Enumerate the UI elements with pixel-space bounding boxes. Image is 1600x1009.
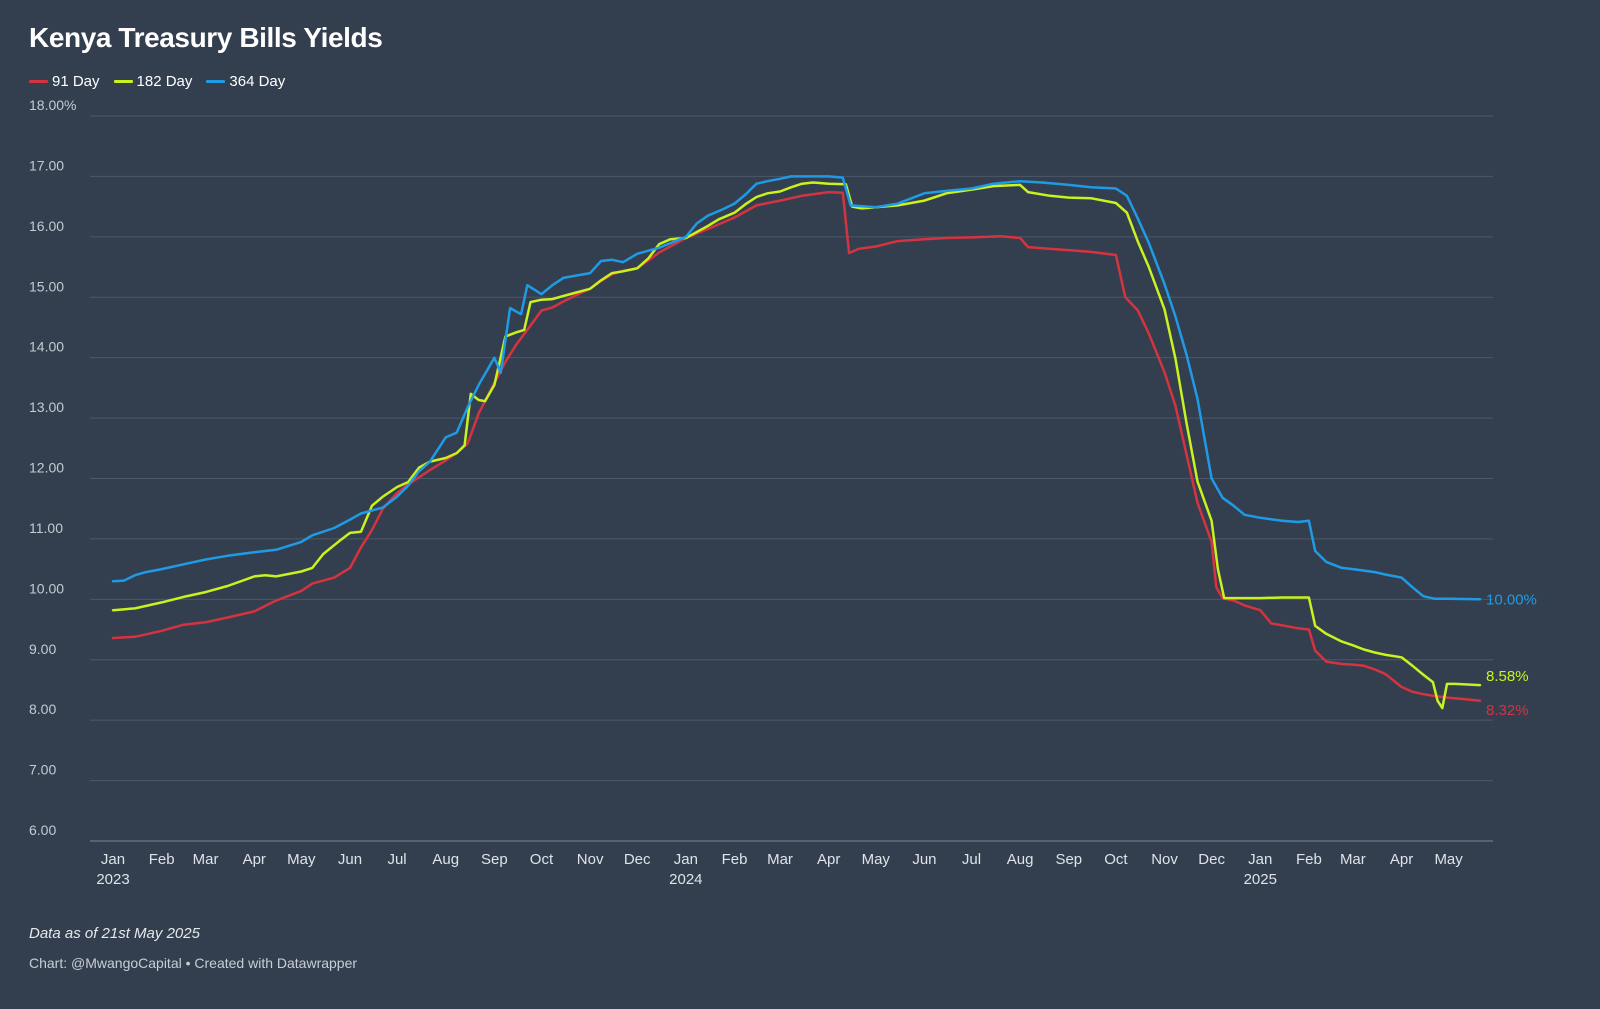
x-tick-label: Oct (1104, 851, 1128, 868)
x-tick-label: Nov (1151, 851, 1178, 868)
data-date-note: Data as of 21st May 2025 (29, 925, 200, 942)
x-tick-label: Jul (962, 851, 981, 868)
y-tick-label: 14.00 (29, 339, 64, 355)
legend-swatch (206, 80, 226, 83)
legend-label: 91 Day (52, 73, 100, 90)
chart-legend: 91 Day 182 Day 364 Day (29, 73, 285, 90)
x-tick-label: May (862, 851, 891, 868)
y-tick-label: 11.00 (29, 520, 63, 536)
y-tick-label: 7.00 (29, 762, 56, 778)
x-tick-label: Dec (1198, 851, 1225, 868)
x-tick-label: Sep (481, 851, 508, 868)
y-tick-label: 18.00% (29, 97, 76, 113)
legend-swatch (29, 80, 48, 83)
y-tick-label: 13.00 (29, 399, 64, 415)
x-tick-label: Apr (243, 851, 266, 868)
x-tick-label: Sep (1055, 851, 1082, 868)
x-tick-label: May (1434, 851, 1463, 868)
x-tick-label: Feb (722, 851, 748, 868)
x-tick-year-label: 2024 (669, 871, 702, 888)
series-lines (111, 175, 1482, 710)
x-tick-label: Jan (674, 851, 698, 868)
x-tick-label: Mar (767, 851, 793, 868)
legend-swatch (113, 80, 133, 83)
legend-item: 182 Day (113, 73, 193, 90)
legend-label: 182 Day (136, 73, 193, 90)
x-tick-label: Aug (432, 851, 459, 868)
x-tick-label: Mar (193, 851, 219, 868)
series-end-label: 10.00% (1486, 591, 1537, 608)
x-tick-label: Feb (1296, 851, 1322, 868)
x-axis-tick-labels: Jan 2023 Feb Mar Apr May Jun Jul Aug Sep Oct Nov Dec… (96, 851, 1463, 888)
legend-item: 91 Day (29, 73, 100, 90)
x-tick-label: Oct (530, 851, 554, 868)
x-tick-year-label: 2025 (1244, 871, 1277, 888)
series-line-364-day (111, 175, 1482, 601)
line-chart: 6.00 7.00 8.00 9.00 10.00 11.00 12.00 13.00 14.0… (29, 97, 1537, 888)
x-tick-label: Jul (387, 851, 406, 868)
x-tick-label: Dec (624, 851, 651, 868)
legend-label: 364 Day (229, 73, 286, 90)
chart-credit: Chart: @MwangoCapital • Created with Dat… (29, 955, 358, 971)
x-tick-year-label: 2023 (96, 871, 129, 888)
x-tick-label: Jan (1248, 851, 1272, 868)
y-tick-label: 10.00 (29, 580, 64, 596)
chart-title: Kenya Treasury Bills Yields (29, 22, 383, 53)
y-tick-label: 12.00 (29, 460, 64, 476)
x-tick-label: Mar (1340, 851, 1366, 868)
y-tick-label: 6.00 (29, 822, 56, 838)
series-end-labels: 8.32% 8.58% 10.00% (1486, 591, 1537, 719)
x-tick-label: Apr (1390, 851, 1413, 868)
legend-item: 364 Day (206, 73, 285, 90)
x-tick-label: Aug (1007, 851, 1034, 868)
x-tick-label: Apr (817, 851, 840, 868)
x-tick-label: Jan (101, 851, 125, 868)
y-tick-label: 8.00 (29, 701, 56, 717)
y-axis-tick-labels: 6.00 7.00 8.00 9.00 10.00 11.00 12.00 13.00 14.0… (29, 97, 76, 838)
series-end-label: 8.58% (1486, 668, 1529, 685)
y-tick-label: 9.00 (29, 641, 56, 657)
x-tick-label: May (287, 851, 316, 868)
y-tick-label: 16.00 (29, 218, 64, 234)
y-tick-label: 17.00 (29, 157, 64, 173)
y-tick-label: 15.00 (29, 278, 64, 294)
x-tick-label: Jun (338, 851, 362, 868)
series-line-182-day (111, 181, 1482, 710)
x-tick-label: Feb (149, 851, 175, 868)
grid-lines (90, 115, 1493, 842)
x-tick-label: Nov (577, 851, 604, 868)
series-end-label: 8.32% (1486, 702, 1529, 719)
x-tick-label: Jun (912, 851, 936, 868)
series-line-91-day (111, 190, 1482, 703)
